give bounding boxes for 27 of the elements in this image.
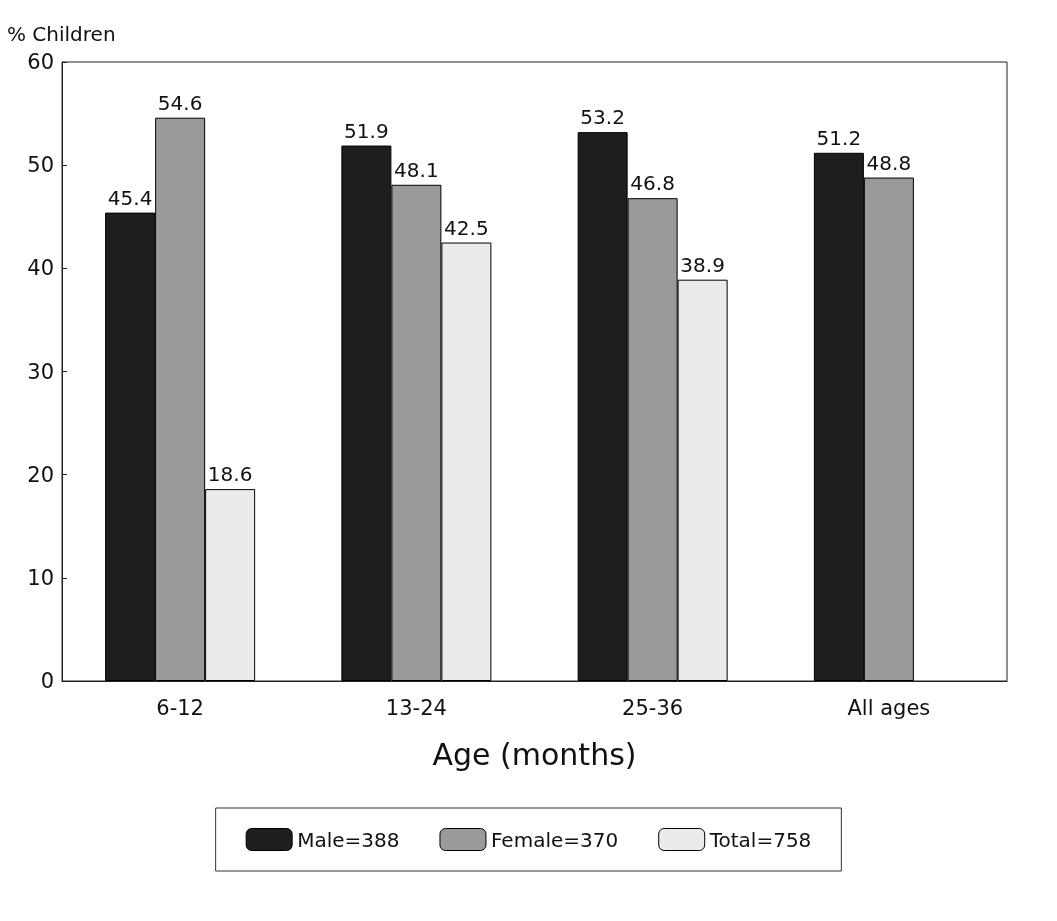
- data-label: 18.6: [207, 462, 253, 487]
- legend-label: Total=758: [708, 827, 812, 852]
- x-axis-title: Age (months): [432, 736, 637, 772]
- y-tick-label: 20: [27, 462, 54, 487]
- data-label: 53.2: [580, 105, 625, 130]
- x-tick-label: 25-36: [622, 695, 684, 720]
- data-label: 51.2: [816, 125, 862, 150]
- x-tick-label: All ages: [847, 695, 931, 720]
- y-axis-title: % Children: [7, 22, 116, 46]
- y-tick-label: 10: [27, 565, 54, 590]
- y-tick-label: 30: [27, 359, 54, 384]
- data-label: 54.6: [157, 90, 203, 115]
- data-label: 46.8: [630, 171, 675, 196]
- data-label: 42.5: [444, 215, 489, 240]
- legend-label: Male=388: [297, 827, 400, 852]
- data-label: 48.8: [866, 150, 912, 175]
- legend-label: Female=370: [490, 827, 619, 852]
- data-label: 48.1: [394, 157, 439, 182]
- data-label: 38.9: [680, 252, 725, 277]
- y-tick-label: 60: [27, 50, 54, 74]
- x-tick-label: 13-24: [385, 695, 447, 720]
- x-tick-label: 6-12: [156, 695, 204, 720]
- y-tick-label: 50: [27, 153, 54, 178]
- data-label: 45.4: [107, 185, 153, 210]
- data-label: 51.9: [344, 118, 389, 143]
- y-tick-label: 0: [40, 669, 54, 693]
- y-tick-label: 40: [27, 256, 54, 281]
